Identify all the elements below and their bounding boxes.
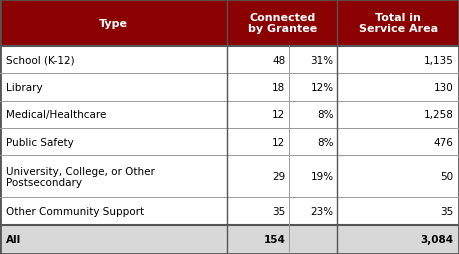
Text: 12: 12 [272, 137, 285, 147]
Text: Medical/Healthcare: Medical/Healthcare [6, 110, 106, 120]
Text: 12: 12 [272, 110, 285, 120]
Bar [0, 101, 459, 129]
Text: Type: Type [99, 19, 128, 28]
Text: 3,084: 3,084 [420, 234, 453, 244]
Text: 19%: 19% [311, 172, 334, 182]
Text: 130: 130 [434, 83, 453, 93]
Text: 476: 476 [434, 137, 453, 147]
Text: University, College, or Other
Postsecondary: University, College, or Other Postsecond… [6, 166, 154, 187]
Bar [227, 0, 337, 47]
Text: 35: 35 [440, 206, 453, 216]
Text: 12%: 12% [311, 83, 334, 93]
Text: 8%: 8% [317, 137, 334, 147]
Text: 1,135: 1,135 [424, 56, 453, 66]
Text: 18: 18 [272, 83, 285, 93]
Text: 23%: 23% [311, 206, 334, 216]
Text: Public Safety: Public Safety [6, 137, 73, 147]
Text: 154: 154 [263, 234, 285, 244]
Bar [337, 0, 459, 47]
Text: 48: 48 [272, 56, 285, 66]
Bar [0, 74, 459, 101]
Bar [0, 0, 227, 47]
Text: Total in
Service Area: Total in Service Area [358, 13, 438, 34]
Text: 1,258: 1,258 [424, 110, 453, 120]
Text: 35: 35 [272, 206, 285, 216]
Bar [0, 129, 459, 156]
Bar [0, 156, 459, 198]
Text: 31%: 31% [311, 56, 334, 66]
Text: Other Community Support: Other Community Support [6, 206, 144, 216]
Text: All: All [6, 234, 21, 244]
Text: 29: 29 [272, 172, 285, 182]
Bar [0, 198, 459, 225]
Bar [0, 47, 459, 74]
Text: 50: 50 [440, 172, 453, 182]
Text: Library: Library [6, 83, 42, 93]
Text: Connected
by Grantee: Connected by Grantee [248, 13, 317, 34]
Text: 8%: 8% [317, 110, 334, 120]
Text: School (K-12): School (K-12) [6, 56, 74, 66]
Bar [0, 225, 459, 254]
